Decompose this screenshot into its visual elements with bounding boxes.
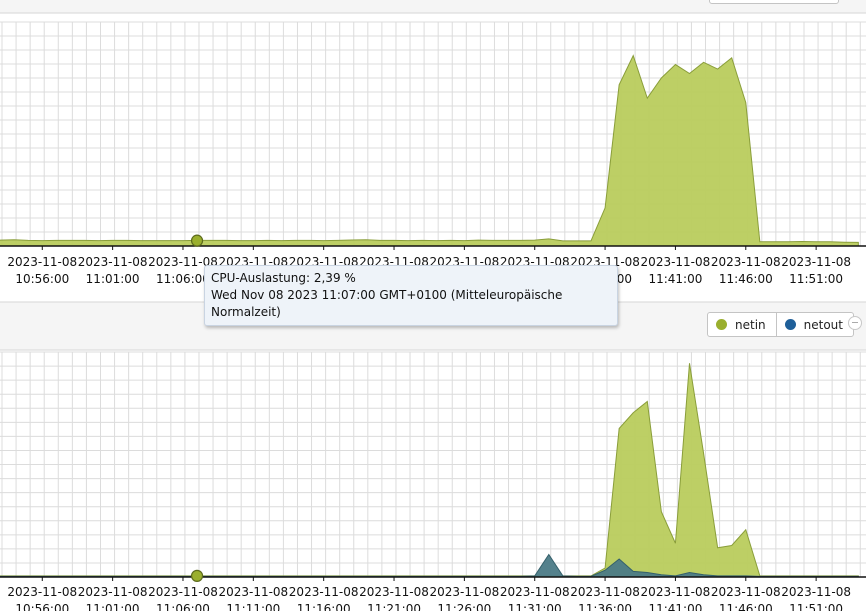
legend-label-netout: netout [803,317,843,332]
x-tick-label: 2023-11-08 11:41:00 [641,585,711,611]
cpu-chart-legend [709,0,839,4]
x-tick-label-date: 2023-11-08 [218,585,288,599]
x-tick-label: 2023-11-08 11:36:00 [570,585,640,611]
x-tick-label-date: 2023-11-08 [7,585,77,599]
x-tick-label: 2023-11-08 11:16:00 [289,585,359,611]
x-tick-label-date: 2023-11-08 [500,585,570,599]
netout-legend-dot [784,319,796,330]
x-tick-label: 2023-11-08 11:51:00 [781,585,851,611]
legend-item-netout[interactable]: netout [775,313,853,336]
x-tick-label-time: 11:51:00 [789,272,843,286]
x-tick-label-date: 2023-11-08 [359,585,429,599]
x-tick-label-date: 2023-11-08 [430,585,500,599]
x-tick-label-date: 2023-11-08 [781,585,851,599]
x-tick-label-time: 11:51:00 [789,602,843,611]
x-tick-label-date: 2023-11-08 [641,255,711,269]
x-tick-label-date: 2023-11-08 [711,255,781,269]
panel-header-strip [0,0,866,13]
x-tick-label: 2023-11-08 11:11:00 [218,585,288,611]
x-tick-label: 2023-11-08 11:31:00 [500,585,570,611]
tooltip-timestamp: Wed Nov 08 2023 11:07:00 GMT+0100 (Mitte… [211,288,563,319]
x-tick-label-time: 10:56:00 [15,272,69,286]
x-tick-label-time: 11:41:00 [648,272,702,286]
x-tick-label-time: 11:11:00 [226,602,280,611]
legend-collapse-button[interactable] [848,316,862,330]
x-tick-label-date: 2023-11-08 [641,585,711,599]
x-tick-label-time: 11:06:00 [156,602,210,611]
x-tick-label-time: 11:26:00 [437,602,491,611]
netin-legend-dot [716,319,727,330]
x-tick-label-time: 11:06:00 [156,272,210,286]
x-tick-label-time: 11:01:00 [86,602,140,611]
tooltip-value: CPU-Auslastung: 2,39 % [211,271,356,285]
x-tick-label-time: 11:31:00 [508,602,562,611]
hover-marker [190,234,204,247]
chart-tooltip: CPU-Auslastung: 2,39 % Wed Nov 08 2023 1… [204,265,618,326]
network-chart-legend: netin netout [707,312,854,337]
x-tick-label: 2023-11-08 11:06:00 [148,585,218,611]
legend-item-netin[interactable]: netin [708,313,776,336]
x-tick-label-date: 2023-11-08 [289,585,359,599]
x-tick-label: 2023-11-08 11:46:00 [711,585,781,611]
x-tick-label: 2023-11-08 11:46:00 [711,255,781,286]
x-tick-label-date: 2023-11-08 [781,255,851,269]
x-tick-label: 2023-11-08 10:56:00 [7,585,77,611]
x-tick-label-date: 2023-11-08 [78,585,148,599]
x-tick-label: 2023-11-08 11:06:00 [148,255,218,286]
x-tick-label-time: 11:46:00 [719,602,773,611]
x-tick-label-date: 2023-11-08 [148,585,218,599]
x-tick-label-date: 2023-11-08 [711,585,781,599]
x-tick-label: 2023-11-08 11:21:00 [359,585,429,611]
x-tick-label-date: 2023-11-08 [78,255,148,269]
x-tick-label-time: 11:41:00 [648,602,702,611]
x-tick-label-time: 11:46:00 [719,272,773,286]
x-tick-label: 2023-11-08 10:56:00 [7,255,77,286]
x-tick-label-date: 2023-11-08 [7,255,77,269]
x-tick-label: 2023-11-08 11:41:00 [641,255,711,286]
x-tick-label-time: 11:21:00 [367,602,421,611]
x-tick-label-date: 2023-11-08 [570,585,640,599]
x-tick-label-time: 10:56:00 [15,602,69,611]
series-area-cpu [0,54,859,247]
x-tick-label: 2023-11-08 11:26:00 [430,585,500,611]
hover-marker [190,569,204,582]
legend-label-netin: netin [735,317,766,332]
x-tick-label-time: 11:16:00 [297,602,351,611]
x-tick-label-date: 2023-11-08 [148,255,218,269]
x-tick-label: 2023-11-08 11:51:00 [781,255,851,286]
x-tick-label-time: 11:01:00 [86,272,140,286]
x-tick-label: 2023-11-08 11:01:00 [78,255,148,286]
x-tick-label: 2023-11-08 11:01:00 [78,585,148,611]
x-tick-label-time: 11:36:00 [578,602,632,611]
